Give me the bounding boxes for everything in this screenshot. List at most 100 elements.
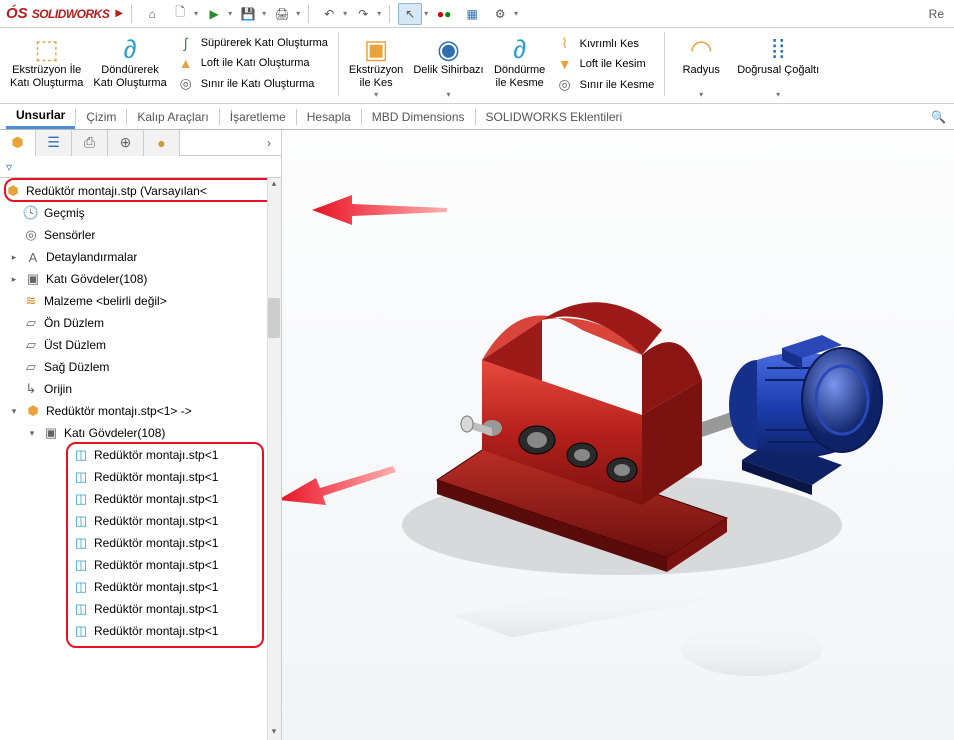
scroll-up-icon[interactable]: ▴ xyxy=(268,178,280,192)
linear-pattern-button[interactable]: ⁞⁞ Doğrusal Çoğaltı ▾ xyxy=(733,32,823,101)
tree-top-plane[interactable]: ▱ Üst Düzlem xyxy=(0,334,281,356)
tree-right-plane[interactable]: ▱ Sağ Düzlem xyxy=(0,356,281,378)
tree-sensors-label: Sensörler xyxy=(44,228,95,242)
tree-tab-config[interactable]: ⎙ xyxy=(72,130,108,156)
tree-solidbodies-item[interactable]: ▸ ▣ Katı Gövdeler(108) xyxy=(0,268,281,290)
cut-revolve-label-2: ile Kesme xyxy=(495,77,543,89)
tree-root-item[interactable]: ⬢ Redüktör montajı.stp (Varsayılan< xyxy=(0,180,281,202)
hole-wizard-button[interactable]: ◉ Delik Sihirbazı ▾ xyxy=(409,32,487,101)
tree-tabs-expand[interactable]: › xyxy=(257,136,281,150)
dropdown-icon[interactable]: ▾ xyxy=(776,90,780,99)
scroll-thumb[interactable] xyxy=(268,298,280,338)
tree-scrollbar[interactable]: ▴ ▾ xyxy=(267,178,281,740)
panel-button[interactable]: ▦ xyxy=(460,3,484,25)
annotations-icon: A xyxy=(24,250,42,265)
tree-body-item[interactable]: ◫Redüktör montajı.stp<1 xyxy=(0,598,281,620)
tree-front-plane[interactable]: ▱ Ön Düzlem xyxy=(0,312,281,334)
dropdown-icon[interactable]: ▾ xyxy=(699,90,703,99)
revolve-boss-button[interactable]: ∂ DöndürerekKatı Oluşturma xyxy=(89,32,170,92)
tree-tab-property[interactable]: ☰ xyxy=(36,130,72,156)
tab-mold[interactable]: Kalıp Araçları xyxy=(127,106,218,128)
tree-body-label: Redüktör montajı.stp<1 xyxy=(94,470,218,484)
plane-icon: ▱ xyxy=(22,337,40,353)
select-dropdown-icon[interactable]: ▾ xyxy=(424,9,428,18)
tree-body-item[interactable]: ◫Redüktör montajı.stp<1 xyxy=(0,466,281,488)
revolve-label-1: Döndürerek xyxy=(101,64,158,76)
scroll-down-icon[interactable]: ▾ xyxy=(268,726,280,740)
graphics-viewport[interactable] xyxy=(282,130,954,740)
tree-body-label: Redüktör montajı.stp<1 xyxy=(94,580,218,594)
cut-extrude-button[interactable]: ▣ Ekstrüzyonile Kes ▾ xyxy=(345,32,407,101)
new-button[interactable]: 🗋 xyxy=(168,3,192,25)
tree-origin[interactable]: ↳ Orijin xyxy=(0,378,281,400)
tree-tab-appearance[interactable]: ● xyxy=(144,130,180,156)
tree-annotations-item[interactable]: ▸ A Detaylandırmalar xyxy=(0,246,281,268)
tab-markup[interactable]: İşaretleme xyxy=(220,106,296,128)
undo-dropdown-icon[interactable]: ▾ xyxy=(343,9,347,18)
save-dropdown-icon[interactable]: ▾ xyxy=(262,9,266,18)
extrude-boss-button[interactable]: ⬚ Ekstrüzyon İleKatı Oluşturma xyxy=(6,32,87,92)
cut-revolve-icon: ∂ xyxy=(513,34,526,64)
tree-body-item[interactable]: ◫Redüktör montajı.stp<1 xyxy=(0,620,281,642)
tree-subasm-item[interactable]: ▾ ⬢ Redüktör montajı.stp<1> -> xyxy=(0,400,281,422)
logo-dropdown-icon[interactable]: ▶ xyxy=(115,8,123,19)
tree-subbodies-item[interactable]: ▾ ▣ Katı Gövdeler(108) xyxy=(0,422,281,444)
tab-addins[interactable]: SOLIDWORKS Eklentileri xyxy=(476,106,633,128)
save-button[interactable]: 💾 xyxy=(236,3,260,25)
collapse-icon[interactable]: ▾ xyxy=(8,406,20,417)
cut-loft-button[interactable]: ▼Loft ile Kesim xyxy=(552,55,659,73)
search-icon[interactable]: 🔍 xyxy=(931,110,946,124)
settings-button[interactable]: ⚙ xyxy=(488,3,512,25)
open-button[interactable]: ▶ xyxy=(202,3,226,25)
tab-sketch[interactable]: Çizim xyxy=(76,106,126,128)
cut-boundary-icon: ◎ xyxy=(556,76,574,93)
tree-history-item[interactable]: 🕓 Geçmiş xyxy=(0,202,281,224)
loft-icon: ▲ xyxy=(177,55,195,71)
tree-body-item[interactable]: ◫Redüktör montajı.stp<1 xyxy=(0,532,281,554)
tree-sensors-item[interactable]: ◎ Sensörler xyxy=(0,224,281,246)
tree-body-item[interactable]: ◫Redüktör montajı.stp<1 xyxy=(0,554,281,576)
tree-body-item[interactable]: ◫Redüktör montajı.stp<1 xyxy=(0,488,281,510)
cut-boundary-button[interactable]: ◎Sınır ile Kesme xyxy=(552,75,659,94)
tree-tabs: ⬢ ☰ ⎙ ⊕ ● › xyxy=(0,130,281,156)
expand-icon[interactable]: ▸ xyxy=(8,252,20,263)
tree-body-item[interactable]: ◫Redüktör montajı.stp<1 xyxy=(0,576,281,598)
cut-revolve-label-1: Döndürme xyxy=(494,64,545,76)
redo-dropdown-icon[interactable]: ▾ xyxy=(377,9,381,18)
tab-mbd[interactable]: MBD Dimensions xyxy=(362,106,475,128)
cut-revolve-button[interactable]: ∂ Döndürmeile Kesme xyxy=(490,32,550,92)
boundary-label: Sınır ile Katı Oluşturma xyxy=(201,78,315,90)
ribbon-separator xyxy=(664,32,665,96)
dropdown-icon[interactable]: ▾ xyxy=(446,90,450,99)
history-icon: 🕓 xyxy=(22,205,40,221)
new-dropdown-icon[interactable]: ▾ xyxy=(194,9,198,18)
tab-evaluate[interactable]: Hesapla xyxy=(297,106,361,128)
fillet-button[interactable]: ◠ Radyus ▾ xyxy=(671,32,731,101)
tree-body-item[interactable]: ◫Redüktör montajı.stp<1 xyxy=(0,444,281,466)
tree-filter[interactable]: ▿ xyxy=(0,156,281,178)
undo-button[interactable]: ↶ xyxy=(317,3,341,25)
collapse-icon[interactable]: ▾ xyxy=(26,428,38,439)
home-button[interactable]: ⌂ xyxy=(140,3,164,25)
tab-features[interactable]: Unsurlar xyxy=(6,104,75,129)
record-button[interactable]: ●● xyxy=(432,3,456,25)
dropdown-icon[interactable]: ▾ xyxy=(374,90,378,99)
tree-tab-feature[interactable]: ⬢ xyxy=(0,130,36,156)
tree-tab-display[interactable]: ⊕ xyxy=(108,130,144,156)
boundary-button[interactable]: ◎Sınır ile Katı Oluşturma xyxy=(173,74,332,93)
expand-icon[interactable]: ▸ xyxy=(8,274,20,285)
open-dropdown-icon[interactable]: ▾ xyxy=(228,9,232,18)
loft-button[interactable]: ▲Loft ile Katı Oluşturma xyxy=(173,54,332,72)
redo-button[interactable]: ↷ xyxy=(351,3,375,25)
cut-sweep-button[interactable]: ⌇Kıvrımlı Kes xyxy=(552,34,659,53)
tree-body-item[interactable]: ◫Redüktör montajı.stp<1 xyxy=(0,510,281,532)
main-area: ⬢ ☰ ⎙ ⊕ ● › ▿ ⬢ Redüktör montajı.stp (Va… xyxy=(0,130,954,740)
print-button[interactable]: 🖨 xyxy=(270,3,294,25)
settings-dropdown-icon[interactable]: ▾ xyxy=(514,9,518,18)
cut-extrude-label-2: ile Kes xyxy=(360,77,393,89)
sweep-button[interactable]: ∫Süpürerek Katı Oluşturma xyxy=(173,34,332,52)
feature-tree: ⬢ Redüktör montajı.stp (Varsayılan< 🕓 Ge… xyxy=(0,178,281,740)
print-dropdown-icon[interactable]: ▾ xyxy=(296,9,300,18)
tree-material-item[interactable]: ≋ Malzeme <belirli değil> xyxy=(0,290,281,312)
select-button[interactable]: ↖ xyxy=(398,3,422,25)
